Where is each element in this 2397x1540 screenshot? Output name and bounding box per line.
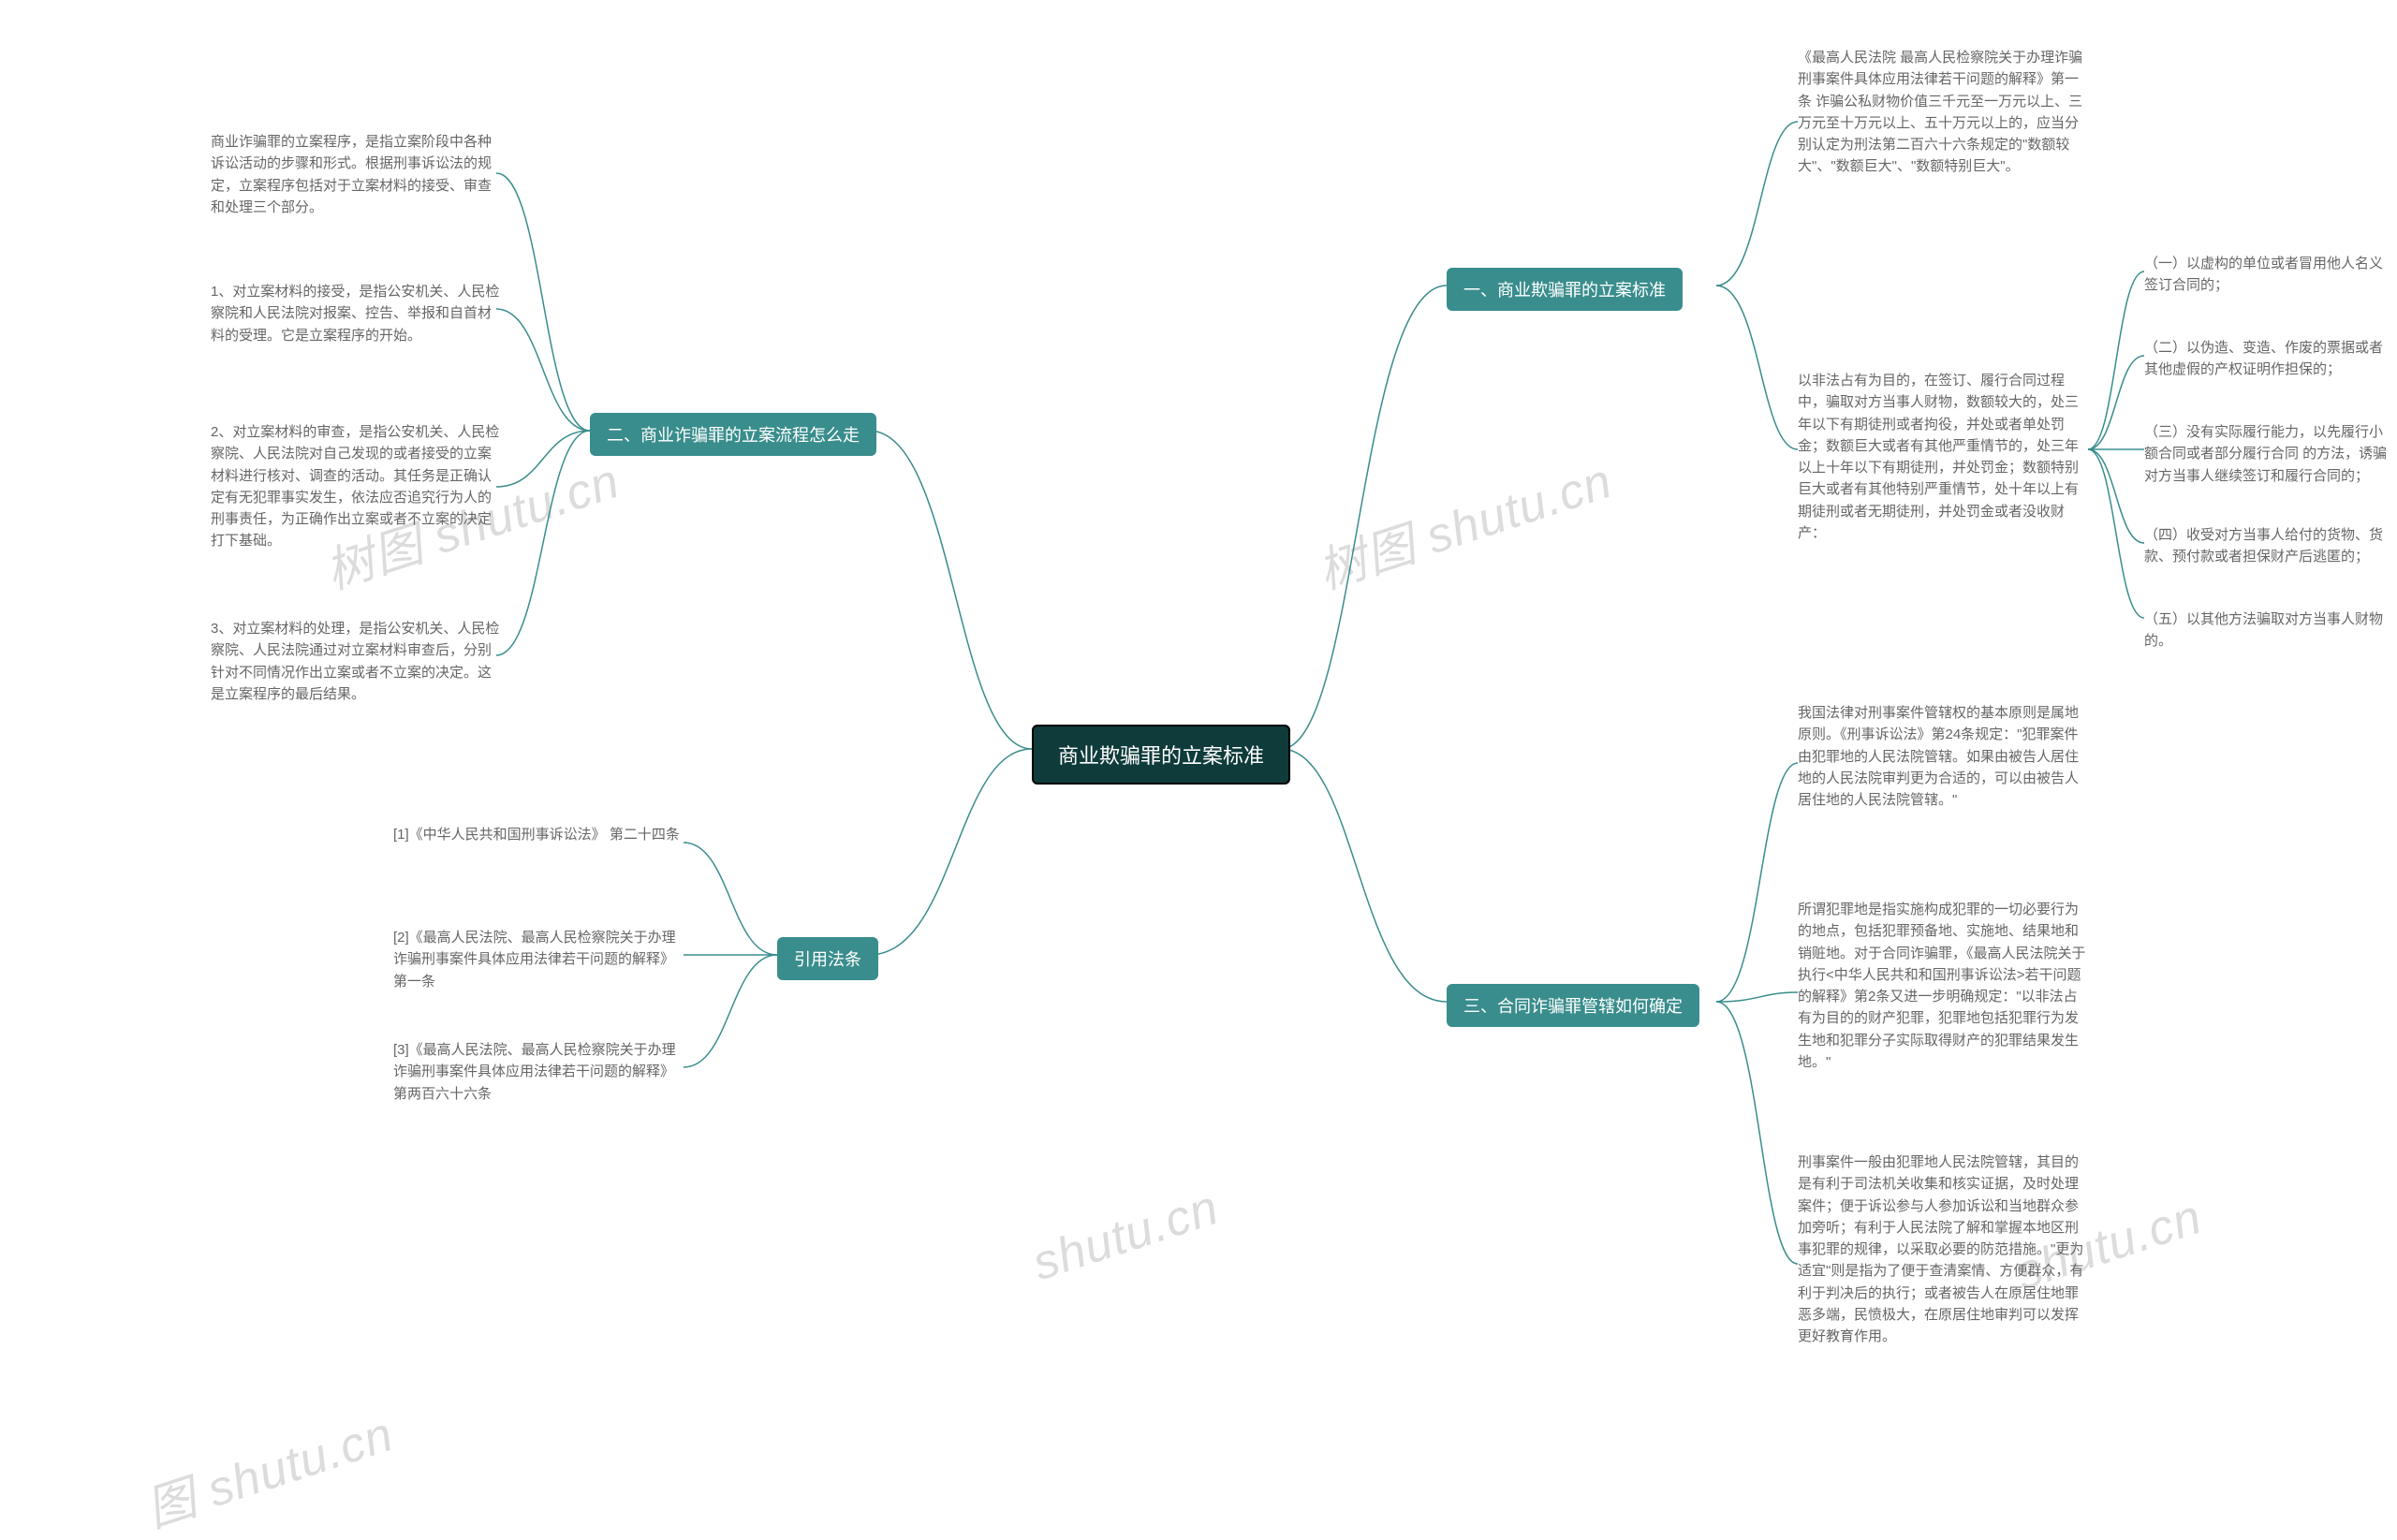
branch-refs[interactable]: 引用法条	[777, 937, 878, 980]
leaf-b1-b: 以非法占有为目的，在签订、履行合同过程中，骗取对方当事人财物，数额较大的，处三年…	[1798, 370, 2088, 544]
leaf-b1-b2: （二）以伪造、变造、作废的票据或者其他虚假的产权证明作担保的；	[2144, 337, 2388, 381]
leaf-b1-b5: （五）以其他方法骗取对方当事人财物的。	[2144, 609, 2388, 653]
leaf-b4-b: [2]《最高人民法院、最高人民检察院关于办理诈骗刑事案件具体应用法律若干问题的解…	[393, 927, 684, 992]
root-node[interactable]: 商业欺骗罪的立案标准	[1032, 725, 1290, 785]
leaf-b1-b3: （三）没有实际履行能力，以先履行小额合同或者部分履行合同 的方法，诱骗对方当事人…	[2144, 421, 2388, 487]
leaf-b3-c: 刑事案件一般由犯罪地人民法院管辖，其目的是有利于司法机关收集和核实证据，及时处理…	[1798, 1151, 2088, 1347]
leaf-b1-b4: （四）收受对方当事人给付的货物、货款、预付款或者担保财产后逃匿的；	[2144, 524, 2388, 568]
leaf-b2-b: 1、对立案材料的接受，是指公安机关、人民检察院和人民法院对报案、控告、举报和自首…	[211, 281, 501, 346]
leaf-b1-b1: （一）以虚构的单位或者冒用他人名义签订合同的；	[2144, 253, 2388, 297]
leaf-b2-c: 2、对立案材料的审查，是指公安机关、人民检察院、人民法院对自己发现的或者接受的立…	[211, 421, 501, 552]
leaf-b4-a: [1]《中华人民共和国刑事诉讼法》 第二十四条	[393, 824, 684, 845]
branch-case-standard[interactable]: 一、商业欺骗罪的立案标准	[1447, 268, 1683, 311]
leaf-b2-d: 3、对立案材料的处理，是指公安机关、人民检察院、人民法院通过对立案材料审查后，分…	[211, 618, 501, 705]
leaf-b2-a: 商业诈骗罪的立案程序，是指立案阶段中各种诉讼活动的步骤和形式。根据刑事诉讼法的规…	[211, 131, 501, 218]
leaf-b3-a: 我国法律对刑事案件管辖权的基本原则是属地原则。《刑事诉讼法》第24条规定："犯罪…	[1798, 702, 2088, 811]
branch-process[interactable]: 二、商业诈骗罪的立案流程怎么走	[590, 413, 876, 456]
leaf-b3-b: 所谓犯罪地是指实施构成犯罪的一切必要行为的地点，包括犯罪预备地、实施地、结果地和…	[1798, 899, 2088, 1073]
leaf-b4-c: [3]《最高人民法院、最高人民检察院关于办理诈骗刑事案件具体应用法律若干问题的解…	[393, 1039, 684, 1105]
leaf-b1-a: 《最高人民法院 最高人民检察院关于办理诈骗刑事案件具体应用法律若干问题的解释》第…	[1798, 47, 2088, 178]
branch-jurisdiction[interactable]: 三、合同诈骗罪管辖如何确定	[1447, 984, 1699, 1027]
